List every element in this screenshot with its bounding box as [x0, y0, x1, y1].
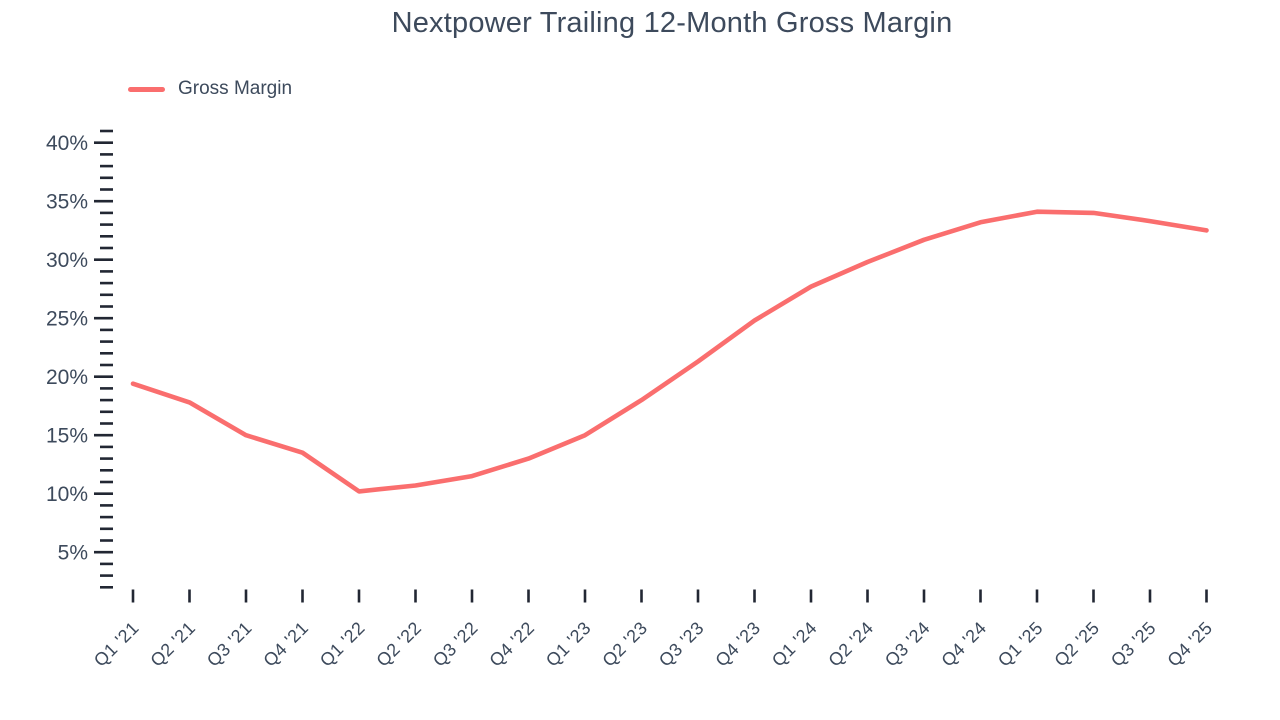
chart-title: Nextpower Trailing 12-Month Gross Margin [391, 7, 953, 39]
x-axis-label: Q1 '23 [542, 618, 595, 671]
x-axis-label: Q1 '22 [316, 618, 369, 671]
y-axis-label: 15% [46, 425, 88, 448]
x-axis-label: Q2 '25 [1050, 618, 1103, 671]
legend-label: Gross Margin [178, 78, 293, 99]
x-axis-label: Q3 '21 [203, 618, 256, 671]
y-axis-label: 5% [58, 542, 88, 565]
legend: Gross Margin [128, 78, 292, 100]
x-axis-label: Q4 '24 [937, 618, 990, 671]
x-axis-label: Q2 '23 [598, 618, 651, 671]
x-axis-label: Q4 '22 [485, 618, 538, 671]
x-axis-label: Q1 '24 [768, 618, 821, 671]
x-axis-label: Q1 '21 [90, 618, 143, 671]
x-axis-label: Q2 '24 [824, 618, 877, 671]
x-axis-label: Q4 '21 [259, 618, 312, 671]
x-axis-label: Q3 '24 [881, 618, 934, 671]
x-axis-label: Q2 '22 [372, 618, 425, 671]
legend-line-swatch [128, 86, 165, 92]
x-axis-label: Q2 '21 [146, 618, 199, 671]
y-axis-label: 35% [46, 191, 88, 214]
x-axis-label: Q3 '25 [1107, 618, 1160, 671]
y-axis-label: 25% [46, 308, 88, 331]
x-axis-label: Q4 '23 [711, 618, 764, 671]
y-axis-label: 10% [46, 483, 88, 506]
x-axis-label: Q3 '22 [429, 618, 482, 671]
x-axis-label: Q3 '23 [655, 618, 708, 671]
y-axis-label: 40% [46, 132, 88, 155]
x-axis: Q1 '21 Q2 '21 Q3 '21 Q4 '21 Q1 '22 Q2 '22 Q3 '… [90, 589, 1216, 671]
y-axis-label: 20% [46, 366, 88, 389]
x-axis-label: Q4 '25 [1163, 618, 1216, 671]
y-axis-label: 30% [46, 249, 88, 272]
x-axis-label: Q1 '25 [994, 618, 1047, 671]
y-axis: 5% 10% 15% 20% 25% 30% 35% 40% [46, 129, 113, 589]
gross-margin-line [130, 209, 1209, 494]
